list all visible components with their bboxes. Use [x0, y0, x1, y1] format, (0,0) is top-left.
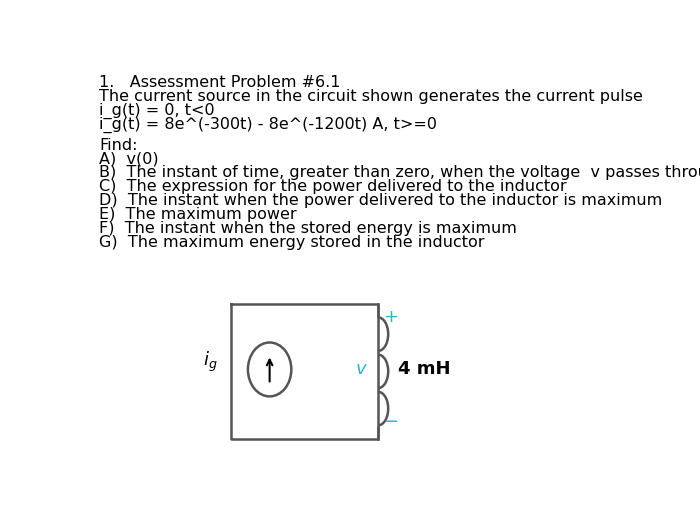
- Text: C)  The expression for the power delivered to the inductor: C) The expression for the power delivere…: [99, 179, 567, 194]
- Text: B)  The instant of time, greater than zero, when the voltage  v passes through z: B) The instant of time, greater than zer…: [99, 165, 700, 180]
- Text: 1.   Assessment Problem #6.1: 1. Assessment Problem #6.1: [99, 75, 341, 90]
- Text: $i_g$: $i_g$: [203, 350, 218, 374]
- Text: i_g(t) = 0, t<0: i_g(t) = 0, t<0: [99, 103, 215, 119]
- Text: −: −: [384, 413, 399, 431]
- Text: F)  The instant when the stored energy is maximum: F) The instant when the stored energy is…: [99, 221, 517, 236]
- Text: The current source in the circuit shown generates the current pulse: The current source in the circuit shown …: [99, 89, 643, 104]
- Text: 4 mH: 4 mH: [398, 360, 450, 378]
- Text: i_g(t) = 8e^(-300t) - 8e^(-1200t) A, t>=0: i_g(t) = 8e^(-300t) - 8e^(-1200t) A, t>=…: [99, 117, 437, 133]
- Text: G)  The maximum energy stored in the inductor: G) The maximum energy stored in the indu…: [99, 234, 484, 250]
- Text: Find:: Find:: [99, 138, 138, 153]
- Text: $v$: $v$: [355, 360, 368, 378]
- Text: D)  The instant when the power delivered to the inductor is maximum: D) The instant when the power delivered …: [99, 193, 662, 208]
- Text: E)  The maximum power: E) The maximum power: [99, 207, 297, 222]
- Text: +: +: [384, 308, 398, 326]
- Text: A)  v(0): A) v(0): [99, 152, 159, 166]
- Ellipse shape: [248, 343, 291, 396]
